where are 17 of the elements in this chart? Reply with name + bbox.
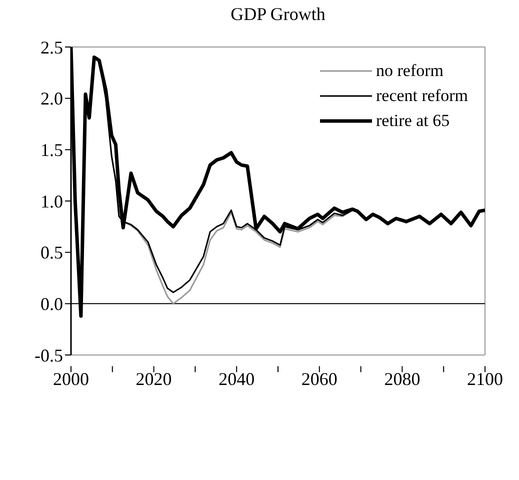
y-tick-label: 1.0 <box>40 191 63 212</box>
legend-label: no reform <box>376 60 444 82</box>
legend-label: retire at 65 <box>376 110 450 132</box>
x-tick-label: 2100 <box>467 369 503 389</box>
y-tick-label: 2.5 <box>40 37 63 58</box>
legend-label: recent reform <box>376 85 468 107</box>
x-tick-label: 2060 <box>301 369 338 389</box>
x-tick-label: 2080 <box>384 369 420 389</box>
x-tick-label: 2020 <box>136 369 172 389</box>
y-tick-label: -0.5 <box>34 345 63 366</box>
x-tick-label: 2000 <box>53 369 89 389</box>
x-tick-label: 2040 <box>218 369 255 389</box>
y-tick-label: 0.0 <box>40 294 63 314</box>
y-tick-label: 1.5 <box>40 140 63 160</box>
y-tick-label: 0.5 <box>40 242 63 263</box>
y-tick-label: 2.0 <box>40 88 63 109</box>
chart-title: GDP Growth <box>230 4 326 25</box>
